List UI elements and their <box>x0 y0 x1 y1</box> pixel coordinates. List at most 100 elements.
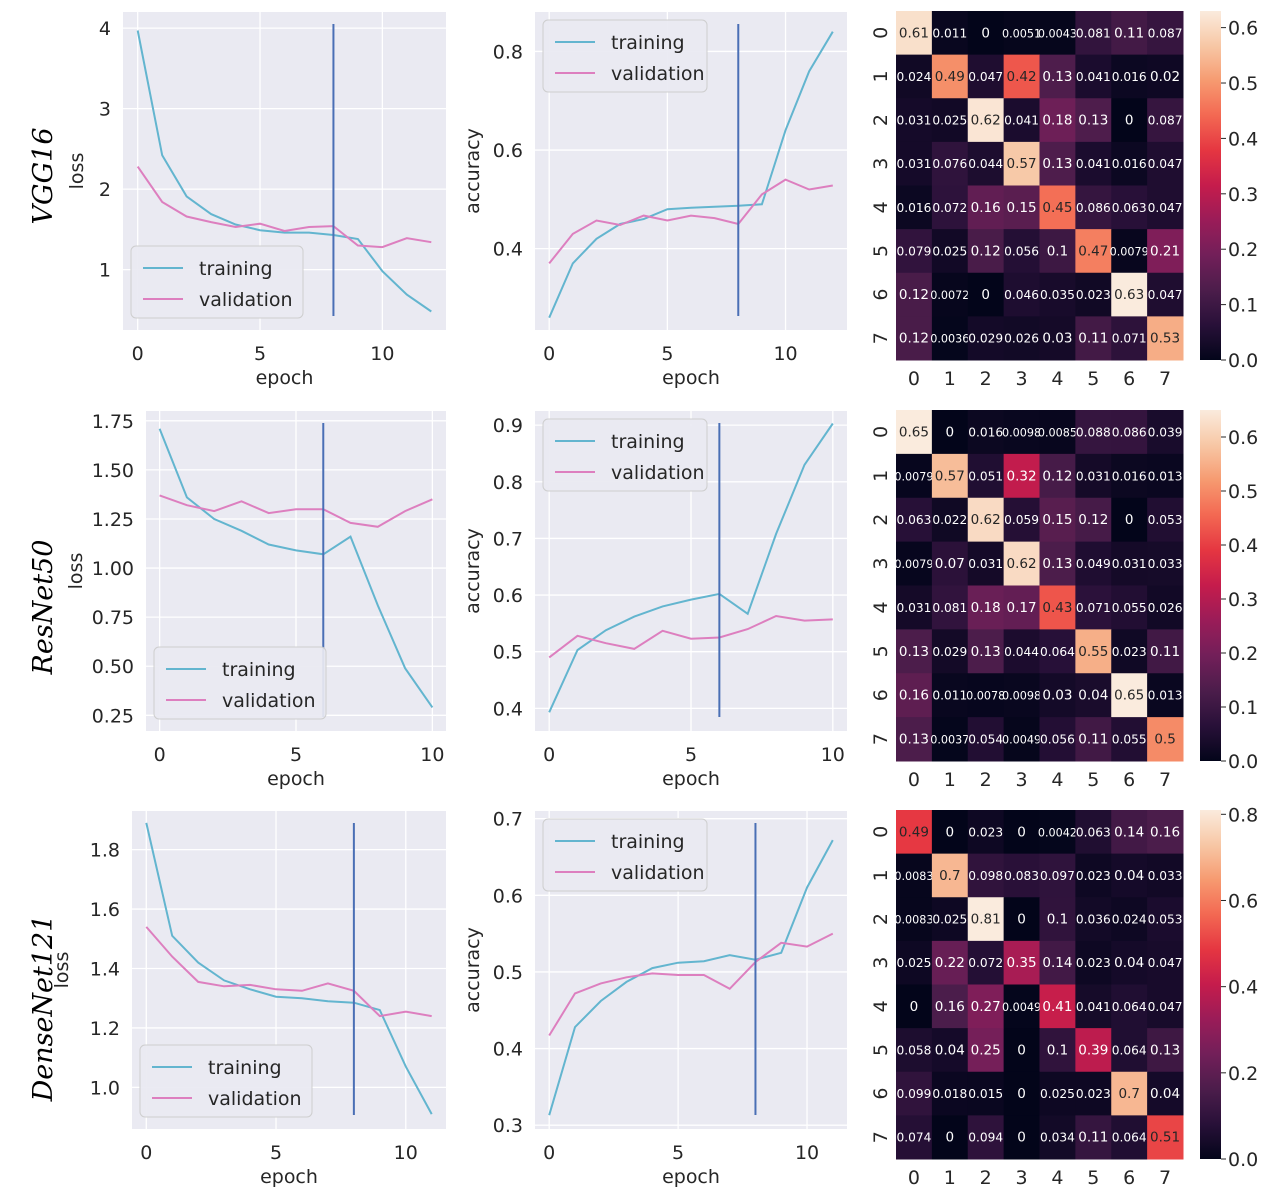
x-axis-label: epoch <box>662 768 720 790</box>
heatmap-cell-value: 0.51 <box>1150 1130 1180 1146</box>
heatmap-cell <box>1003 1071 1040 1116</box>
heatmap-x-tick-label: 2 <box>980 368 992 390</box>
heatmap-cell-value: 0.13 <box>899 732 929 748</box>
heatmap-cell <box>1003 453 1040 499</box>
heatmap-cell <box>1147 185 1184 230</box>
heatmap-cell <box>1111 54 1148 99</box>
heatmap-cell <box>1039 272 1076 317</box>
heatmap-cell <box>1003 141 1040 186</box>
heatmap-cell <box>967 853 1005 898</box>
heatmap-cell-value: 0.57 <box>935 468 965 484</box>
heatmap-cell <box>1075 585 1112 630</box>
heatmap-cell <box>1075 673 1112 718</box>
heatmap-cell <box>931 453 969 499</box>
heatmap-cell-value: 0.04 <box>1114 868 1144 884</box>
heatmap-cell-value: 0.072 <box>968 956 1003 970</box>
x-axis-label: epoch <box>260 1166 318 1188</box>
y-axis-label: accuracy <box>462 528 484 614</box>
heatmap-cell <box>1147 272 1184 317</box>
training-line <box>145 822 433 1115</box>
heatmap-cell-value: 0.064 <box>1112 1043 1147 1057</box>
heatmap-cell <box>1003 897 1040 942</box>
heatmap-cell-value: 0.12 <box>899 287 929 303</box>
heatmap-cell <box>1147 810 1184 855</box>
heatmap-cell <box>896 585 933 630</box>
heatmap-cell-value: 0.0049 <box>1002 734 1041 747</box>
validation-line <box>548 178 833 265</box>
colorbar-tick-label: 0.6 <box>1228 890 1258 912</box>
heatmap-cell-value: 0.25 <box>971 1042 1001 1058</box>
heatmap-cell <box>1147 497 1184 543</box>
heatmap-cell <box>967 272 1005 317</box>
heatmap-cell <box>1039 541 1076 586</box>
heatmap-cell <box>1039 98 1076 143</box>
heatmap-cell <box>896 316 933 361</box>
heatmap-cell <box>1147 54 1184 99</box>
y-tick-label: 0.7 <box>493 528 523 550</box>
heatmap-cell-value: 0 <box>910 999 919 1015</box>
heatmap-cell-value: 0.025 <box>1040 1087 1075 1101</box>
heatmap-cell-value: 0.11 <box>1150 644 1180 660</box>
heatmap-cell <box>1039 1028 1076 1073</box>
validation-line <box>136 166 432 249</box>
heatmap-cell-value: 0.17 <box>1007 600 1037 616</box>
heatmap-cell-value: 0.063 <box>1076 825 1111 839</box>
y-tick-label: 1.75 <box>92 411 134 433</box>
heatmap-cell <box>967 141 1005 186</box>
heatmap-cell <box>896 940 933 985</box>
heatmap-y-tick-label: 3 <box>870 158 892 170</box>
heatmap-cell-value: 0.1 <box>1047 243 1068 259</box>
heatmap-cell <box>1075 316 1112 361</box>
heatmap-cell-value: 0.047 <box>968 70 1003 84</box>
x-axis-label: epoch <box>267 768 325 790</box>
legend-label-validation: validation <box>611 862 705 884</box>
heatmap-cell-value: 0.13 <box>1078 113 1108 129</box>
heatmap-cell-value: 0.026 <box>1004 332 1039 346</box>
heatmap-cell <box>967 497 1005 543</box>
heatmap-cell <box>931 272 969 317</box>
heatmap-cell-value: 0.071 <box>1076 601 1111 615</box>
heatmap-cell-value: 0 <box>946 1130 955 1146</box>
heatmap-cell-value: 0.18 <box>1042 113 1072 129</box>
heatmap-cell-value: 0.013 <box>1148 689 1183 703</box>
heatmap-cell <box>1111 497 1148 543</box>
colorbar-tick-label: 0.1 <box>1228 295 1258 317</box>
heatmap-cell <box>896 629 933 674</box>
heatmap-cell <box>896 185 933 230</box>
heatmap-cell <box>931 11 969 56</box>
y-tick-label: 0.4 <box>493 1039 523 1061</box>
heatmap-cell <box>896 1071 933 1116</box>
heatmap-cell-value: 0.058 <box>896 1043 931 1057</box>
y-tick-label: 4 <box>99 18 111 40</box>
heatmap-cell-value: 0.16 <box>899 688 929 704</box>
heatmap-cell-value: 0.49 <box>935 69 965 85</box>
heatmap-y-tick-label: 6 <box>870 689 892 701</box>
heatmap-cell <box>1147 229 1184 274</box>
heatmap-x-tick-label: 7 <box>1159 769 1171 791</box>
heatmap-cell <box>931 54 969 99</box>
heatmap-cell <box>967 1028 1005 1073</box>
heatmap-cell-value: 0.023 <box>1112 645 1147 659</box>
heatmap-cell <box>1003 316 1040 361</box>
heatmap-x-tick-label: 6 <box>1123 769 1135 791</box>
heatmap-cell <box>1039 1071 1076 1116</box>
loss-panel-row1: 0 5 10 0.25 0.50 0.75 1.00 1.25 1.50 1.75 epoch los… <box>65 411 446 790</box>
y-tick-label: 0.6 <box>493 585 523 607</box>
heatmap-x-tick-label: 7 <box>1159 1167 1171 1189</box>
heatmap-cell-value: 0.098 <box>968 869 1003 883</box>
heatmap-cell <box>967 984 1005 1029</box>
heatmap-cell <box>1003 1115 1040 1160</box>
y-tick-label: 3 <box>99 99 111 121</box>
heatmap-cell <box>896 673 933 718</box>
heatmap-cell-value: 0.65 <box>1114 688 1144 704</box>
model-label-resnet50: ResNet50 <box>28 540 59 676</box>
heatmap-cell <box>1111 410 1148 455</box>
model-label-densenet121: DenseNet121 <box>28 915 59 1103</box>
heatmap-cell-value: 0.41 <box>1042 999 1072 1015</box>
heatmap-cell-value: 0.035 <box>1040 288 1075 302</box>
heatmap-cell-value: 0.7 <box>939 868 960 884</box>
heatmap-y-tick-label: 4 <box>870 201 892 213</box>
heatmap-cell <box>931 1071 969 1116</box>
x-tick-label: 0 <box>140 1142 152 1164</box>
heatmap-cell <box>1111 585 1148 630</box>
